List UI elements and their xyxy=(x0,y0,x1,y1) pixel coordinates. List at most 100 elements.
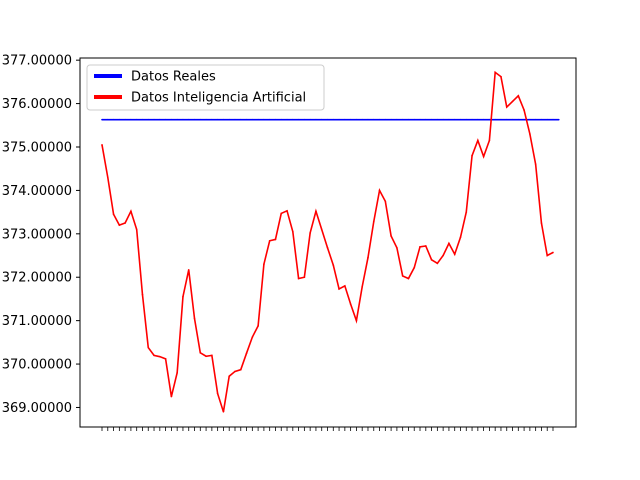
data-point-1-16 xyxy=(193,317,196,320)
data-point-0-29 xyxy=(268,118,271,121)
data-point-0-75 xyxy=(534,118,537,121)
data-point-1-55 xyxy=(419,246,421,248)
data-point-1-68 xyxy=(494,71,496,74)
data-point-0-37 xyxy=(315,118,317,121)
data-point-0-0 xyxy=(101,118,103,121)
data-point-0-77 xyxy=(546,118,549,121)
data-point-0-68 xyxy=(494,118,496,121)
y-tick-label-4: 373.00000 xyxy=(2,227,72,242)
data-point-1-37 xyxy=(315,210,317,213)
data-point-1-6 xyxy=(135,228,138,231)
data-point-0-11 xyxy=(164,118,167,121)
data-point-1-48 xyxy=(378,189,381,192)
data-point-1-19 xyxy=(211,354,213,357)
data-point-1-56 xyxy=(424,245,427,247)
data-point-0-15 xyxy=(187,118,190,121)
data-point-0-65 xyxy=(477,118,479,121)
data-point-1-30 xyxy=(274,238,277,241)
data-point-0-73 xyxy=(523,118,525,121)
data-point-1-61 xyxy=(453,253,456,256)
data-point-1-77 xyxy=(546,254,549,257)
data-point-1-1 xyxy=(106,176,109,179)
y-tick-label-8: 377.00000 xyxy=(2,54,72,69)
data-point-0-31 xyxy=(280,118,283,121)
x-axis xyxy=(101,427,554,431)
data-point-1-24 xyxy=(239,368,242,371)
data-point-1-23 xyxy=(234,370,236,373)
data-point-1-64 xyxy=(471,154,473,157)
data-point-0-33 xyxy=(292,118,294,121)
data-point-0-34 xyxy=(297,118,300,121)
data-point-0-16 xyxy=(193,118,196,121)
data-point-0-49 xyxy=(384,118,387,121)
data-point-0-38 xyxy=(320,118,323,121)
data-point-0-24 xyxy=(239,118,242,121)
data-point-1-20 xyxy=(216,392,219,395)
data-point-1-35 xyxy=(303,276,306,279)
data-point-0-42 xyxy=(344,118,346,121)
data-point-0-10 xyxy=(159,118,161,121)
data-point-1-3 xyxy=(118,224,121,226)
data-point-0-61 xyxy=(453,118,456,121)
data-point-0-19 xyxy=(211,118,213,121)
series-layer xyxy=(101,70,560,413)
data-point-1-40 xyxy=(332,264,335,266)
data-point-1-22 xyxy=(228,375,231,378)
data-point-0-21 xyxy=(222,118,225,121)
data-point-0-64 xyxy=(471,118,473,121)
data-point-1-58 xyxy=(436,262,439,265)
data-point-1-59 xyxy=(442,254,444,257)
data-point-0-28 xyxy=(263,118,265,121)
data-point-1-13 xyxy=(176,371,178,374)
data-point-0-57 xyxy=(430,118,433,121)
data-point-0-69 xyxy=(500,118,502,121)
legend: Datos Reales Datos Inteligencia Artifici… xyxy=(86,64,325,111)
data-point-1-62 xyxy=(459,236,462,239)
data-point-0-23 xyxy=(234,118,236,121)
data-point-1-2 xyxy=(112,213,115,216)
legend-label-datos-reales: Datos Reales xyxy=(131,70,216,85)
y-tick-label-1: 370.00000 xyxy=(2,358,72,373)
data-point-0-13 xyxy=(176,118,178,121)
data-point-1-34 xyxy=(297,277,300,280)
y-tick-label-2: 371.00000 xyxy=(2,314,72,329)
y-tick-label-3: 372.00000 xyxy=(2,271,72,286)
data-point-0-52 xyxy=(401,118,404,121)
data-point-1-69 xyxy=(500,75,502,78)
data-point-0-70 xyxy=(505,118,508,121)
plot-frame xyxy=(79,57,577,428)
data-point-0-4 xyxy=(124,118,126,121)
data-point-1-8 xyxy=(147,346,150,349)
data-point-1-27 xyxy=(257,325,259,327)
data-point-1-65 xyxy=(477,139,479,142)
data-point-0-58 xyxy=(436,118,439,121)
data-point-0-76 xyxy=(540,118,543,121)
data-point-1-5 xyxy=(130,210,132,213)
data-point-0-50 xyxy=(390,118,392,121)
data-point-1-4 xyxy=(124,222,126,224)
data-point-1-25 xyxy=(245,352,248,355)
data-point-1-0 xyxy=(101,144,103,146)
data-point-1-60 xyxy=(448,242,450,245)
data-point-0-45 xyxy=(361,118,363,121)
data-point-0-59 xyxy=(442,118,444,121)
data-point-0-35 xyxy=(303,118,306,121)
y-tick-label-6: 375.00000 xyxy=(2,140,72,155)
data-point-1-74 xyxy=(529,133,531,135)
data-point-0-66 xyxy=(482,118,485,121)
data-point-0-12 xyxy=(170,118,173,121)
data-point-0-48 xyxy=(378,118,381,121)
data-point-1-18 xyxy=(205,355,207,358)
data-point-1-29 xyxy=(268,239,271,242)
data-point-1-46 xyxy=(367,256,369,259)
data-point-0-25 xyxy=(245,118,248,121)
data-point-1-49 xyxy=(384,200,387,203)
data-point-1-31 xyxy=(280,212,283,215)
data-point-0-63 xyxy=(465,118,468,121)
data-point-0-60 xyxy=(448,118,450,121)
data-point-0-8 xyxy=(147,118,150,121)
data-point-0-71 xyxy=(511,118,514,121)
data-point-0-47 xyxy=(372,118,375,121)
data-point-0-40 xyxy=(332,118,335,121)
data-point-1-78 xyxy=(552,251,554,254)
